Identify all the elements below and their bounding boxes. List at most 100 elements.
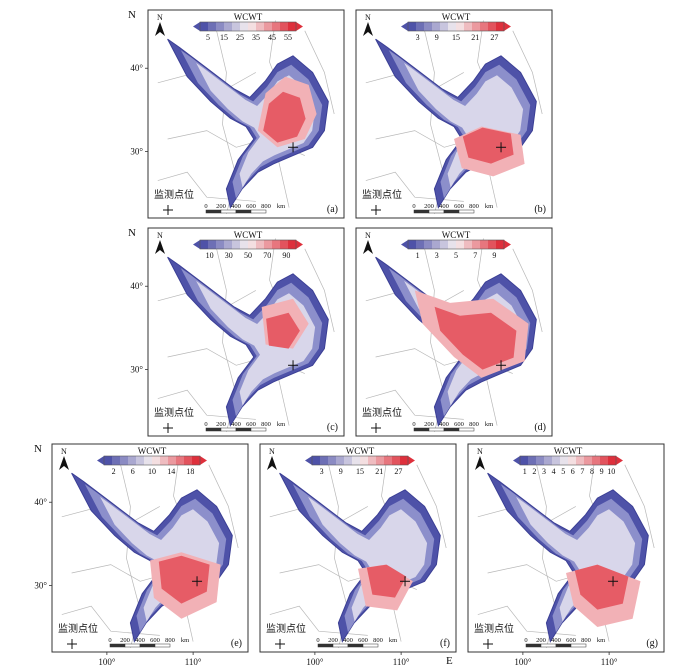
- receptor-marker: [496, 142, 507, 153]
- colorbar-tick-label: 14: [167, 467, 175, 476]
- scale-bar-label: 600: [566, 637, 576, 644]
- colorbar-swatch: [448, 22, 457, 31]
- colorbar-swatch: [272, 240, 281, 249]
- colorbar-swatch: [184, 456, 193, 465]
- boundary-line: [208, 464, 239, 549]
- scale-bar-label: km: [277, 421, 285, 428]
- colorbar-swatch: [168, 456, 177, 465]
- colorbar-swatch: [416, 240, 425, 249]
- boundary-line: [416, 464, 447, 549]
- map-panel-c: N WCWT 10 30 50 70 90 40° 30° 监测点位 0 200 400 600 800 km…: [130, 227, 345, 437]
- wcwt-contour-high: [158, 555, 210, 604]
- colorbar-tick-label: 5: [561, 467, 565, 476]
- colorbar-swatch: [552, 456, 561, 465]
- scale-bar: 0 200 400 600 800 km: [204, 421, 285, 432]
- colorbar-swatch: [456, 240, 465, 249]
- scale-bar-label: km: [485, 203, 493, 210]
- colorbar-swatch: [112, 456, 121, 465]
- colorbar-min-arrow: [305, 456, 312, 465]
- wcwt-contour-high: [462, 127, 514, 164]
- latitude-tick-label: 30°: [130, 146, 143, 156]
- colorbar-tick-label: 3: [320, 467, 324, 476]
- colorbar-tick-label: 25: [236, 33, 244, 42]
- colorbar-tick-label: 27: [490, 33, 498, 42]
- colorbar-tick-label: 18: [186, 467, 194, 476]
- colorbar-tick-label: 55: [284, 33, 292, 42]
- wcwt-contour-high: [574, 564, 629, 610]
- panel-label: (d): [534, 422, 546, 433]
- colorbar-swatch: [232, 22, 241, 31]
- receptor-marker: [496, 360, 507, 371]
- scale-bar-label: 800: [261, 203, 271, 210]
- colorbar-swatch: [176, 456, 185, 465]
- map-panel-a: N WCWT 5 15 25 35 45 55 40° 30° 监测点位 0 200 400 600 800 k…: [130, 9, 345, 219]
- panel-label: (b): [534, 204, 546, 215]
- station-legend-label: 监测点位: [58, 622, 98, 635]
- north-arrow-icon: N: [59, 447, 69, 470]
- scale-bar-label: 800: [469, 203, 479, 210]
- colorbar-max-arrow: [616, 456, 623, 465]
- scale-bar-label: 200: [536, 637, 546, 644]
- boundary-line: [512, 30, 543, 115]
- colorbar-swatch: [360, 456, 369, 465]
- wcwt-contour-high: [266, 312, 300, 349]
- map-panel-e: N WCWT 2 6 10 14 18 40° 30° 100° 110° 监测点位 0 200 400 60…: [34, 443, 249, 667]
- colorbar-legend: WCWT 3 9 15 21 27: [401, 12, 511, 42]
- colorbar-swatch: [440, 22, 449, 31]
- scale-bar: 0 200 400 600 800 km: [108, 637, 189, 648]
- colorbar-tick-label: 7: [580, 467, 584, 476]
- receptor-marker: [400, 576, 411, 587]
- map-panel-g: N WCWT 1 2 3 4 5 6 7 8 9 10 100° 110° 监测点位 0 200 400 600 80…: [467, 443, 665, 667]
- scale-bar-label: 600: [150, 637, 160, 644]
- station-legend-marker: [371, 205, 381, 215]
- scale-bar: 0 200 400 600 800 km: [204, 203, 285, 214]
- colorbar-min-arrow: [513, 456, 520, 465]
- colorbar-min-arrow: [193, 22, 200, 31]
- colorbar-max-arrow: [296, 240, 303, 249]
- scale-bar-label: 800: [581, 637, 591, 644]
- scale-bar-label: 600: [358, 637, 368, 644]
- colorbar-swatch: [488, 22, 497, 31]
- colorbar-tick-label: 10: [206, 251, 214, 260]
- latitude-tick-label: 30°: [34, 580, 47, 590]
- colorbar-swatch: [464, 240, 473, 249]
- colorbar-swatch: [536, 456, 545, 465]
- colorbar-tick-label: 30: [225, 251, 233, 260]
- colorbar-swatch: [280, 240, 289, 249]
- colorbar-tick-label: 1: [523, 467, 527, 476]
- colorbar-swatch: [464, 22, 473, 31]
- figure-north-label-row2: N: [128, 227, 136, 239]
- colorbar-swatch: [480, 240, 489, 249]
- map-panel-b: N WCWT 3 9 15 21 27 监测点位 0 200 400 600 800 km (b): [355, 9, 553, 219]
- colorbar-tick-label: 15: [356, 467, 364, 476]
- boundary-line: [304, 30, 335, 115]
- station-legend-marker: [371, 423, 381, 433]
- scale-bar-label: 200: [424, 203, 434, 210]
- colorbar-swatch: [584, 456, 593, 465]
- colorbar-swatch: [208, 22, 217, 31]
- colorbar-swatch: [472, 240, 481, 249]
- north-arrow-label: N: [365, 231, 371, 240]
- colorbar-swatch: [408, 22, 417, 31]
- figure-north-label: N: [128, 9, 136, 21]
- colorbar-swatch: [496, 22, 505, 31]
- colorbar-legend: WCWT 3 9 15 21 27: [305, 446, 415, 476]
- colorbar-max-arrow: [504, 240, 511, 249]
- colorbar-title: WCWT: [442, 12, 471, 22]
- colorbar-max-arrow: [408, 456, 415, 465]
- colorbar-swatch: [240, 240, 249, 249]
- latitude-tick-label: 40°: [130, 63, 143, 73]
- colorbar-swatch: [328, 456, 337, 465]
- colorbar-swatch: [608, 456, 617, 465]
- wcwt-contour-mid: [516, 496, 636, 622]
- station-legend-label: 监测点位: [474, 622, 514, 635]
- colorbar-tick-label: 3: [435, 251, 439, 260]
- colorbar-title: WCWT: [234, 12, 263, 22]
- colorbar-swatch: [448, 240, 457, 249]
- colorbar-swatch: [440, 240, 449, 249]
- colorbar-swatch: [344, 456, 353, 465]
- colorbar-swatch: [376, 456, 385, 465]
- colorbar-swatch: [120, 456, 129, 465]
- scale-bar-label: km: [485, 421, 493, 428]
- map-panel-f: N WCWT 3 9 15 21 27 100° 110° 监测点位 0 200 400 600 800 km…: [259, 443, 457, 667]
